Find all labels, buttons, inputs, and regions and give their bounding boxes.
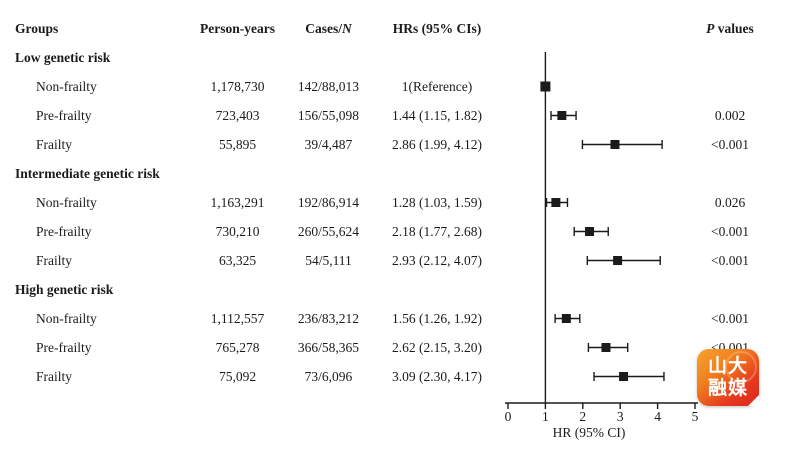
person-years-cell: 723,403 [215, 107, 260, 123]
cases-cell: 156/55,098 [297, 107, 360, 123]
column-header-groups: Groups [15, 20, 59, 36]
group-cell: Pre-frailty [36, 339, 92, 355]
hr-cell: 2.62 (2.15, 3.20) [392, 339, 482, 355]
p-value-cell: 0.002 [714, 107, 746, 123]
p-value-cell: <0.001 [711, 310, 749, 326]
group-cell: Non-frailty [36, 78, 97, 94]
column-header-person-years: Person-years [200, 20, 275, 36]
group-cell: Pre-frailty [36, 107, 92, 123]
hr-cell: 2.18 (1.77, 2.68) [392, 223, 482, 239]
hr-cell: 1(Reference) [401, 78, 473, 94]
data-row: Non-frailty 1,163,291 192/86,914 1.28 (1.03… [0, 188, 800, 217]
cases-n-italic: N [342, 20, 352, 36]
x-tick-label: 3 [617, 409, 624, 424]
cases-cell: 39/4,487 [304, 136, 353, 152]
group-cell: Pre-frailty [36, 223, 92, 239]
forest-marker [619, 372, 629, 381]
forest-marker [551, 198, 561, 207]
cases-cell: 260/55,624 [297, 223, 360, 239]
p-italic: P [706, 20, 715, 36]
data-row: Frailty 55,895 39/4,487 2.86 (1.99, 4.12) <0… [0, 130, 800, 159]
forest-marker [585, 227, 595, 236]
data-row: Pre-frailty 723,403 156/55,098 1.44 (1.15, … [0, 101, 800, 130]
person-years-cell: 765,278 [215, 339, 260, 355]
group-cell: Non-frailty [36, 194, 97, 210]
data-row: Frailty 63,325 54/5,111 2.93 (2.12, 4.07) <0… [0, 246, 800, 275]
section-label: High genetic risk [15, 281, 114, 297]
x-tick-label: 1 [542, 409, 549, 424]
group-cell: Non-frailty [36, 310, 97, 326]
cases-cell: 366/58,365 [297, 339, 360, 355]
seal-icon [725, 351, 757, 383]
hr-cell: 3.09 (2.30, 4.17) [392, 368, 482, 384]
hr-cell: 1.28 (1.03, 1.59) [392, 194, 482, 210]
x-tick-label: 0 [505, 409, 512, 424]
section-label: Intermediate genetic risk [15, 165, 160, 181]
p-value-cell: <0.001 [711, 252, 749, 268]
page-curl-icon [748, 395, 759, 406]
x-tick-label: 5 [692, 409, 699, 424]
person-years-cell: 63,325 [218, 252, 257, 268]
data-row: Non-frailty 1,178,730 142/88,013 1(Referenc… [0, 72, 800, 101]
hr-cell: 1.56 (1.26, 1.92) [392, 310, 482, 326]
forest-marker [557, 111, 567, 120]
person-years-cell: 730,210 [215, 223, 260, 239]
cases-cell: 236/83,212 [297, 310, 360, 326]
section-row: Low genetic risk [0, 43, 800, 72]
cases-label: Cases/ [305, 20, 342, 36]
hr-cell: 2.93 (2.12, 4.07) [392, 252, 482, 268]
p-value-cell: <0.001 [711, 136, 749, 152]
forest-table: Groups Person-years Cases/N HRs (95% CIs) P … [0, 14, 800, 391]
forest-marker [601, 343, 611, 352]
person-years-cell: 1,163,291 [210, 194, 265, 210]
x-tick-label: 4 [654, 409, 661, 424]
column-header-row: Groups Person-years Cases/N HRs (95% CIs) P … [0, 14, 800, 43]
person-years-cell: 1,178,730 [210, 78, 265, 94]
p-values-label: values [714, 20, 754, 36]
cases-cell: 142/88,013 [297, 78, 360, 94]
forest-marker [540, 81, 551, 92]
person-years-cell: 55,895 [218, 136, 257, 152]
data-row: Pre-frailty 765,278 366/58,365 2.62 (2.15, … [0, 333, 800, 362]
p-value-cell: <0.001 [711, 223, 749, 239]
group-cell: Frailty [36, 136, 72, 152]
cases-cell: 192/86,914 [297, 194, 360, 210]
person-years-cell: 75,092 [218, 368, 257, 384]
section-label: Low genetic risk [15, 49, 111, 65]
data-row: Frailty 75,092 73/6,096 3.09 (2.30, 4.17) [0, 362, 800, 391]
forest-marker [561, 314, 571, 323]
cases-cell: 54/5,111 [305, 252, 352, 268]
x-axis-label: HR (95% CI) [553, 425, 626, 440]
forest-marker [613, 256, 623, 265]
p-value-cell: 0.026 [714, 194, 746, 210]
cases-cell: 73/6,096 [304, 368, 353, 384]
column-header-hrs: HRs (95% CIs) [392, 20, 482, 36]
x-tick-label: 2 [579, 409, 586, 424]
column-header-cases: Cases/N [285, 21, 372, 37]
forest-marker [610, 140, 620, 149]
group-cell: Frailty [36, 252, 72, 268]
section-row: Intermediate genetic risk [0, 159, 800, 188]
watermark-logo: 山大 融媒 [697, 349, 759, 406]
section-row: High genetic risk [0, 275, 800, 304]
person-years-cell: 1,112,557 [210, 310, 265, 326]
group-cell: Frailty [36, 368, 72, 384]
hr-cell: 1.44 (1.15, 1.82) [392, 107, 482, 123]
data-row: Pre-frailty 730,210 260/55,624 2.18 (1.77, … [0, 217, 800, 246]
data-row: Non-frailty 1,112,557 236/83,212 1.56 (1.26… [0, 304, 800, 333]
hr-cell: 2.86 (1.99, 4.12) [392, 136, 482, 152]
column-header-p-values: P values [690, 21, 770, 37]
